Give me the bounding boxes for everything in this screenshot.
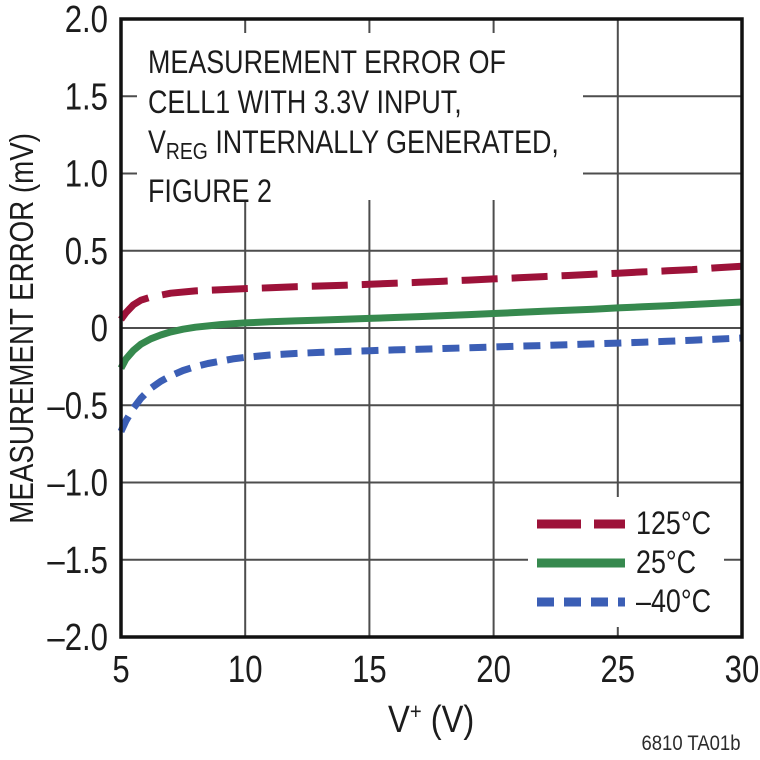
x-tick-label: 25: [600, 649, 635, 691]
legend-line-25c: [537, 558, 625, 567]
plot-frame: [119, 17, 744, 639]
x-tick-label: 10: [228, 649, 263, 691]
y-tick-label: 0.5: [65, 231, 108, 273]
y-tick-label: 1.5: [65, 76, 108, 118]
legend-item-minus40c: –40°C: [537, 582, 724, 621]
annotation-line-3: VREG INTERNALLY GENERATED,: [148, 124, 559, 164]
legend-item-125c: 125°C: [537, 504, 724, 543]
x-tick-label: 30: [725, 649, 760, 691]
legend-label-25c: 25°C: [636, 544, 697, 580]
y-tick-label: 0: [91, 308, 108, 350]
chart-annotation: MEASUREMENT ERROR OF CELL1 WITH 3.3V INP…: [137, 33, 583, 209]
x-tick-label: 5: [112, 649, 129, 691]
figure-code: 6810 TA01b: [641, 732, 740, 755]
y-tick-label: –0.5: [47, 385, 108, 427]
x-axis-title: V+ (V): [388, 698, 475, 741]
curve-25c: [117, 298, 743, 370]
annotation-line-4: FIGURE 2: [148, 172, 272, 209]
legend-item-25c: 25°C: [537, 543, 724, 582]
annotation-line-1: MEASUREMENT ERROR OF: [148, 44, 506, 80]
x-tick-label: 15: [352, 649, 387, 691]
legend-line-minus40c: [537, 597, 625, 606]
y-tick-label: –1.0: [47, 463, 108, 505]
x-tick-label: 20: [476, 649, 511, 691]
annotation-line-2: CELL1 WITH 3.3V INPUT,: [148, 84, 462, 120]
y-tick-label: 2.0: [65, 0, 108, 41]
legend-label-125c: 125°C: [636, 505, 712, 541]
y-tick-label: 1.0: [65, 154, 108, 196]
curve-minus40c: [117, 334, 743, 433]
y-tick-label: –2.0: [47, 617, 108, 659]
legend-line-125c: [537, 519, 625, 528]
legend-label-minus40c: –40°C: [636, 583, 712, 619]
plus-superscript: +: [410, 698, 422, 724]
curve-125c: [118, 262, 743, 322]
y-axis-title: MEASUREMENT ERROR (mV): [3, 132, 40, 524]
vreg-subscript: REG: [165, 137, 208, 164]
legend: 125°C 25°C –40°C: [528, 497, 724, 627]
y-tick-label: –1.5: [47, 540, 108, 582]
